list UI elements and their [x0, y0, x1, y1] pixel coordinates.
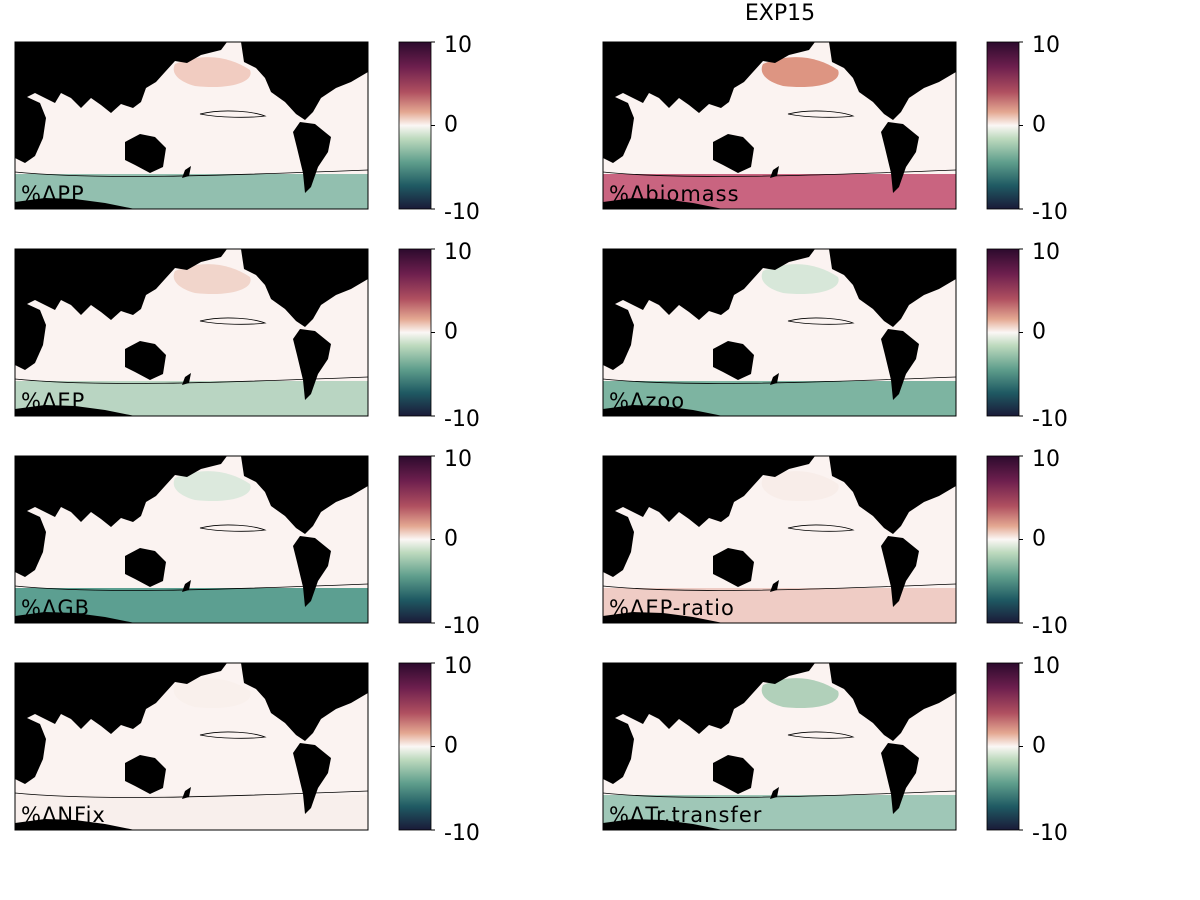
north-pacific-anomaly — [761, 678, 839, 709]
colorbar — [986, 455, 1020, 624]
panel-label: %Δzoo — [609, 389, 685, 413]
contour — [787, 524, 855, 532]
panel-label: %ΔGB — [21, 596, 90, 620]
colorbar-tick-label: -10 — [444, 407, 480, 432]
colorbar-tick-label: 10 — [1032, 240, 1060, 265]
colorbar-tick-label: 0 — [444, 113, 458, 138]
colorbar-tick-label: 0 — [444, 734, 458, 759]
contour — [787, 317, 855, 325]
map-panel: %Δbiomass — [602, 41, 957, 210]
north-pacific-anomaly — [173, 57, 251, 88]
map-panel: %ΔTr.transfer — [602, 662, 957, 831]
colorbar-tick-label: 0 — [444, 527, 458, 552]
map-frame — [14, 662, 369, 831]
colorbar-tick-label: 0 — [1032, 734, 1046, 759]
north-pacific-anomaly — [761, 471, 839, 502]
map-frame — [602, 662, 957, 831]
colorbar — [986, 41, 1020, 210]
map-frame — [14, 248, 369, 417]
colorbar-tick-label: -10 — [1032, 614, 1068, 639]
map-frame — [14, 455, 369, 624]
contour — [199, 110, 267, 118]
colorbar-tick-label: -10 — [1032, 200, 1068, 225]
colorbar-tick-label: 10 — [444, 33, 472, 58]
panel-label: %ΔEP-ratio — [609, 596, 735, 620]
colorbar-tick-label: -10 — [444, 614, 480, 639]
colorbar-tick-label: 10 — [444, 240, 472, 265]
north-pacific-anomaly — [173, 264, 251, 295]
figure-title: EXP15 — [745, 1, 815, 26]
map-panel: %ΔEP-ratio — [602, 455, 957, 624]
north-pacific-anomaly — [173, 678, 251, 709]
contour — [199, 731, 267, 739]
north-pacific-anomaly — [173, 471, 251, 502]
map-panel: %Δzoo — [602, 248, 957, 417]
map-panel: %ΔNFix — [14, 662, 369, 831]
colorbar — [398, 41, 432, 210]
map-frame — [602, 455, 957, 624]
north-pacific-anomaly — [761, 57, 839, 88]
north-pacific-anomaly — [761, 264, 839, 295]
colorbar-tick-label: 0 — [1032, 527, 1046, 552]
colorbar-tick-label: -10 — [444, 821, 480, 846]
panel-label: %Δbiomass — [609, 182, 740, 206]
panel-label: %ΔEP — [21, 389, 85, 413]
colorbar-tick-label: -10 — [444, 200, 480, 225]
colorbar-tick-label: 10 — [444, 447, 472, 472]
colorbar-tick-label: -10 — [1032, 821, 1068, 846]
colorbar-tick-label: 0 — [444, 320, 458, 345]
colorbar — [986, 248, 1020, 417]
colorbar-tick-label: 0 — [1032, 320, 1046, 345]
colorbar-tick-label: -10 — [1032, 407, 1068, 432]
map-frame — [602, 248, 957, 417]
colorbar-tick-label: 10 — [1032, 654, 1060, 679]
panel-label: %ΔPP — [21, 182, 85, 206]
contour — [787, 731, 855, 739]
map-panel: %ΔPP — [14, 41, 369, 210]
colorbar-tick-label: 10 — [444, 654, 472, 679]
panel-label: %ΔTr.transfer — [609, 803, 762, 827]
contour — [199, 524, 267, 532]
panel-label: %ΔNFix — [21, 803, 106, 827]
map-frame — [602, 41, 957, 210]
map-panel: %ΔGB — [14, 455, 369, 624]
colorbar — [398, 662, 432, 831]
colorbar-tick-label: 0 — [1032, 113, 1046, 138]
contour — [787, 110, 855, 118]
colorbar — [398, 455, 432, 624]
map-panel: %ΔEP — [14, 248, 369, 417]
colorbar-tick-label: 10 — [1032, 447, 1060, 472]
map-frame — [14, 41, 369, 210]
colorbar-tick-label: 10 — [1032, 33, 1060, 58]
colorbar — [986, 662, 1020, 831]
contour — [199, 317, 267, 325]
colorbar — [398, 248, 432, 417]
